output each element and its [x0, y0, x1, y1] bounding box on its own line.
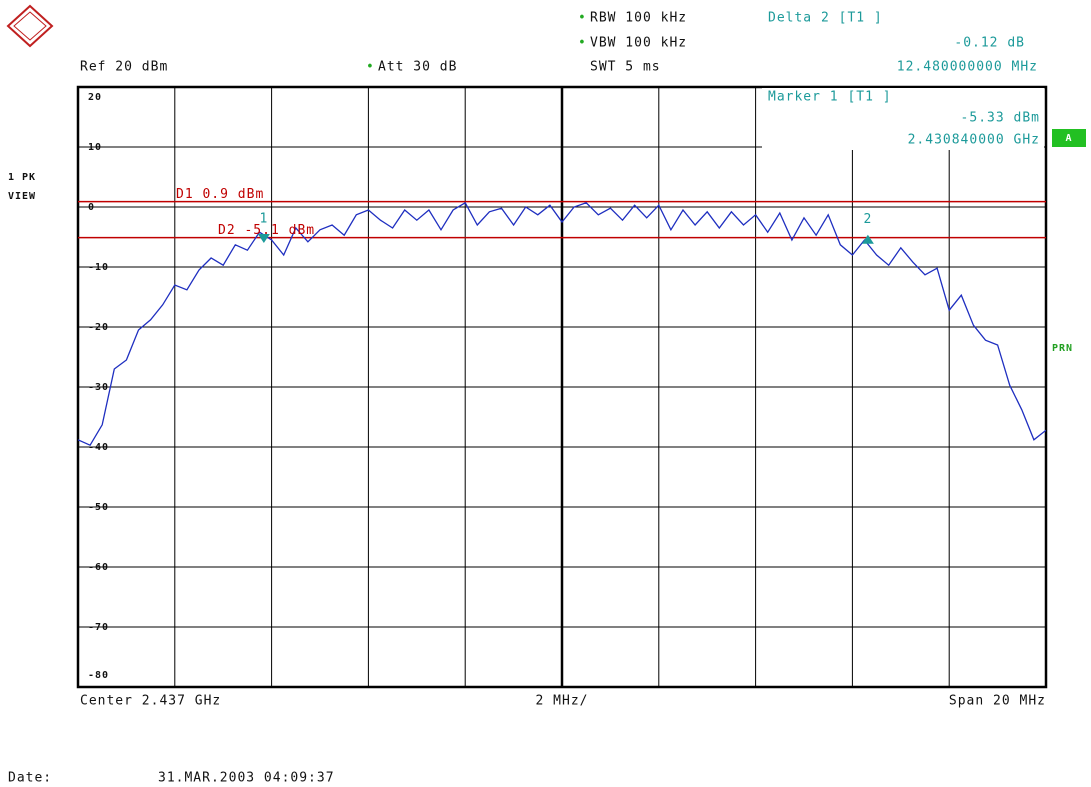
grid: 20 10 0 -10 -20 -30 -40 -50 -60 -70 -80 [77, 86, 1047, 688]
display-line-label: D1 0.9 dBm [176, 187, 264, 202]
y-tick-label: -10 [88, 262, 109, 273]
trace [78, 201, 1046, 447]
vbw: VBW 100 kHz [590, 36, 687, 51]
y-tick-label: -40 [88, 442, 109, 453]
bullet: • [366, 60, 375, 75]
ref-level: Ref 20 dBm [80, 60, 168, 75]
y-tick-label: 20 [88, 92, 102, 103]
a-badge [1052, 129, 1086, 147]
span: Span 20 MHz [949, 694, 1046, 709]
date-label: Date: [8, 771, 52, 786]
trace-mode: 1 PK [8, 172, 36, 183]
y-tick-label: -20 [88, 322, 109, 333]
prn-label: PRN [1052, 343, 1073, 354]
delta-frequency: 12.480000000 MHz [897, 60, 1038, 75]
y-tick-label: -70 [88, 622, 109, 633]
rs-logo [6, 4, 54, 48]
y-tick-label: -60 [88, 562, 109, 573]
y-tick-label: 10 [88, 142, 102, 153]
a-label: A [1065, 133, 1072, 144]
delta-level: -0.12 dB [954, 36, 1025, 51]
marker-label: 2 [863, 212, 872, 227]
bullet: • [578, 36, 587, 51]
marker-frequency: 2.430840000 GHz [908, 133, 1040, 148]
plot-frame [76, 85, 1048, 689]
marker-level: -5.33 dBm [961, 111, 1040, 126]
marker-title: Marker 1 [T1 ] [768, 90, 892, 105]
attenuation: Att 30 dB [378, 60, 457, 75]
y-tick-label: -30 [88, 382, 109, 393]
marker [257, 233, 270, 243]
marker-label: 1 [259, 211, 268, 226]
y-tick-label: -50 [88, 502, 109, 513]
marker [861, 234, 874, 244]
delta-title: Delta 2 [T1 ] [768, 11, 883, 26]
center-frequency: Center 2.437 GHz [80, 694, 221, 709]
division: 2 MHz/ [536, 694, 589, 709]
rbw: RBW 100 kHz [590, 11, 687, 26]
swt: SWT 5 ms [590, 60, 661, 75]
view-mode: VIEW [8, 191, 36, 202]
marker-box [762, 88, 1044, 150]
date: 31.MAR.2003 04:09:37 [158, 771, 335, 786]
bullet: • [578, 11, 587, 26]
display-line-label: D2 -5.1 dBm [218, 223, 315, 238]
y-tick-label: -80 [88, 670, 109, 681]
y-tick-label: 0 [88, 202, 95, 213]
